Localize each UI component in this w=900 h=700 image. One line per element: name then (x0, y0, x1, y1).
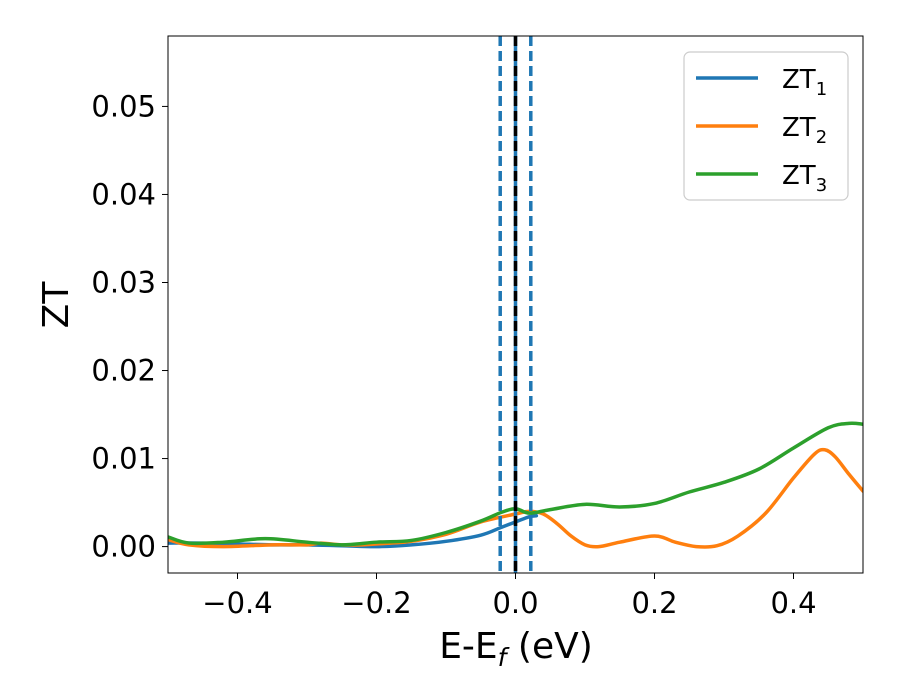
y-tick-label: 0.03 (91, 265, 156, 299)
y-axis: 0.00 0.01 0.02 0.03 0.04 0.05 (91, 89, 168, 564)
y-tick-label: 0.04 (91, 177, 156, 211)
x-axis-label: E-Ef (eV) (439, 626, 593, 672)
x-tick-label: −0.4 (202, 586, 272, 620)
x-tick-label: 0.2 (631, 586, 677, 620)
legend-label-zt1: ZT1 (782, 65, 827, 100)
legend-label-zt3: ZT3 (782, 161, 827, 196)
legend-label-zt2: ZT2 (782, 113, 827, 148)
legend: ZT1 ZT2 ZT3 (683, 51, 849, 201)
y-tick-label: 0.01 (91, 442, 156, 476)
vline-layer (498, 36, 533, 573)
x-tick-label: −0.2 (341, 586, 411, 620)
x-tick-label: 0.4 (770, 586, 816, 620)
legend-box (683, 51, 849, 201)
x-axis: −0.4 −0.2 0.0 0.2 0.4 (202, 573, 817, 620)
y-axis-label: ZT (36, 281, 77, 329)
y-tick-label: 0.02 (91, 354, 156, 388)
y-tick-label: 0.05 (91, 89, 156, 123)
series-line-zt3 (168, 421, 863, 547)
x-tick-label: 0.0 (492, 586, 538, 620)
y-tick-label: 0.00 (91, 530, 156, 564)
